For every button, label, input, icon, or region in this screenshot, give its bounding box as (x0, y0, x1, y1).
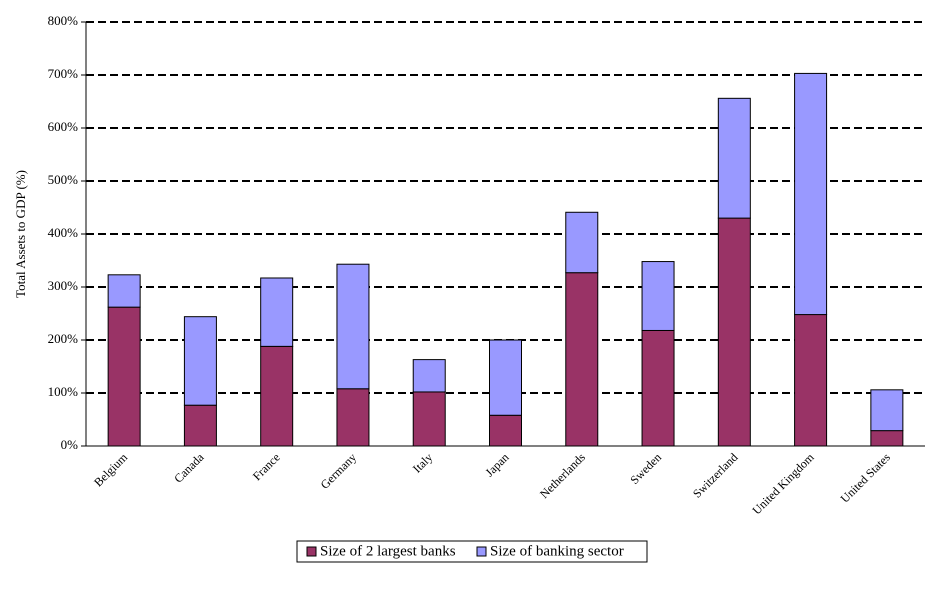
x-tick-label: Italy (410, 450, 435, 475)
bar-segment (489, 339, 522, 416)
bar-segment (183, 316, 217, 406)
y-tick-label: 0% (61, 437, 79, 452)
bar-segment (260, 345, 294, 447)
bar-segment (870, 389, 904, 432)
x-tick-label: Switzerland (690, 450, 740, 500)
y-tick-label: 700% (48, 66, 79, 81)
y-tick-label: 800% (48, 13, 79, 28)
bar-segment (641, 261, 675, 331)
legend-swatch (476, 546, 487, 557)
legend-box (296, 540, 648, 563)
x-tick-label: Japan (482, 450, 511, 479)
legend-swatch (306, 546, 317, 557)
y-tick-label: 100% (48, 384, 79, 399)
x-tick-label: Sweden (627, 450, 664, 487)
bar-segment (717, 97, 751, 219)
bar-segment (336, 388, 370, 447)
bar-segment (412, 359, 446, 393)
bar-segment (107, 274, 141, 308)
y-tick-label: 200% (48, 331, 79, 346)
bar-segment (717, 217, 751, 447)
bar-segment (260, 277, 294, 347)
x-tick-label: United States (838, 450, 894, 506)
bar-segment (794, 314, 828, 447)
x-tick-label: United Kingdom (750, 450, 818, 518)
x-tick-label: France (250, 450, 283, 483)
y-tick-label: 400% (48, 225, 79, 240)
x-tick-label: Canada (171, 450, 207, 486)
y-axis-label: Total Assets to GDP (%) (13, 170, 28, 298)
bar-segment (107, 306, 141, 447)
bar-segment (870, 430, 904, 447)
bar-segment (794, 72, 828, 316)
bar-segment (412, 391, 446, 447)
x-tick-label: Belgium (91, 450, 131, 490)
bar-segment (183, 404, 217, 447)
legend-label: Size of banking sector (490, 543, 624, 559)
legend-label: Size of 2 largest banks (320, 543, 456, 559)
y-tick-label: 300% (48, 278, 79, 293)
bar-segment (565, 211, 599, 274)
bar-segment (565, 272, 599, 447)
y-tick-label: 500% (48, 172, 79, 187)
bar-segment (336, 263, 370, 390)
y-tick-label: 600% (48, 119, 79, 134)
bar-segment (641, 329, 675, 447)
x-tick-label: Netherlands (537, 450, 588, 501)
x-tick-label: Germany (318, 450, 359, 491)
bar-segment (489, 414, 522, 447)
